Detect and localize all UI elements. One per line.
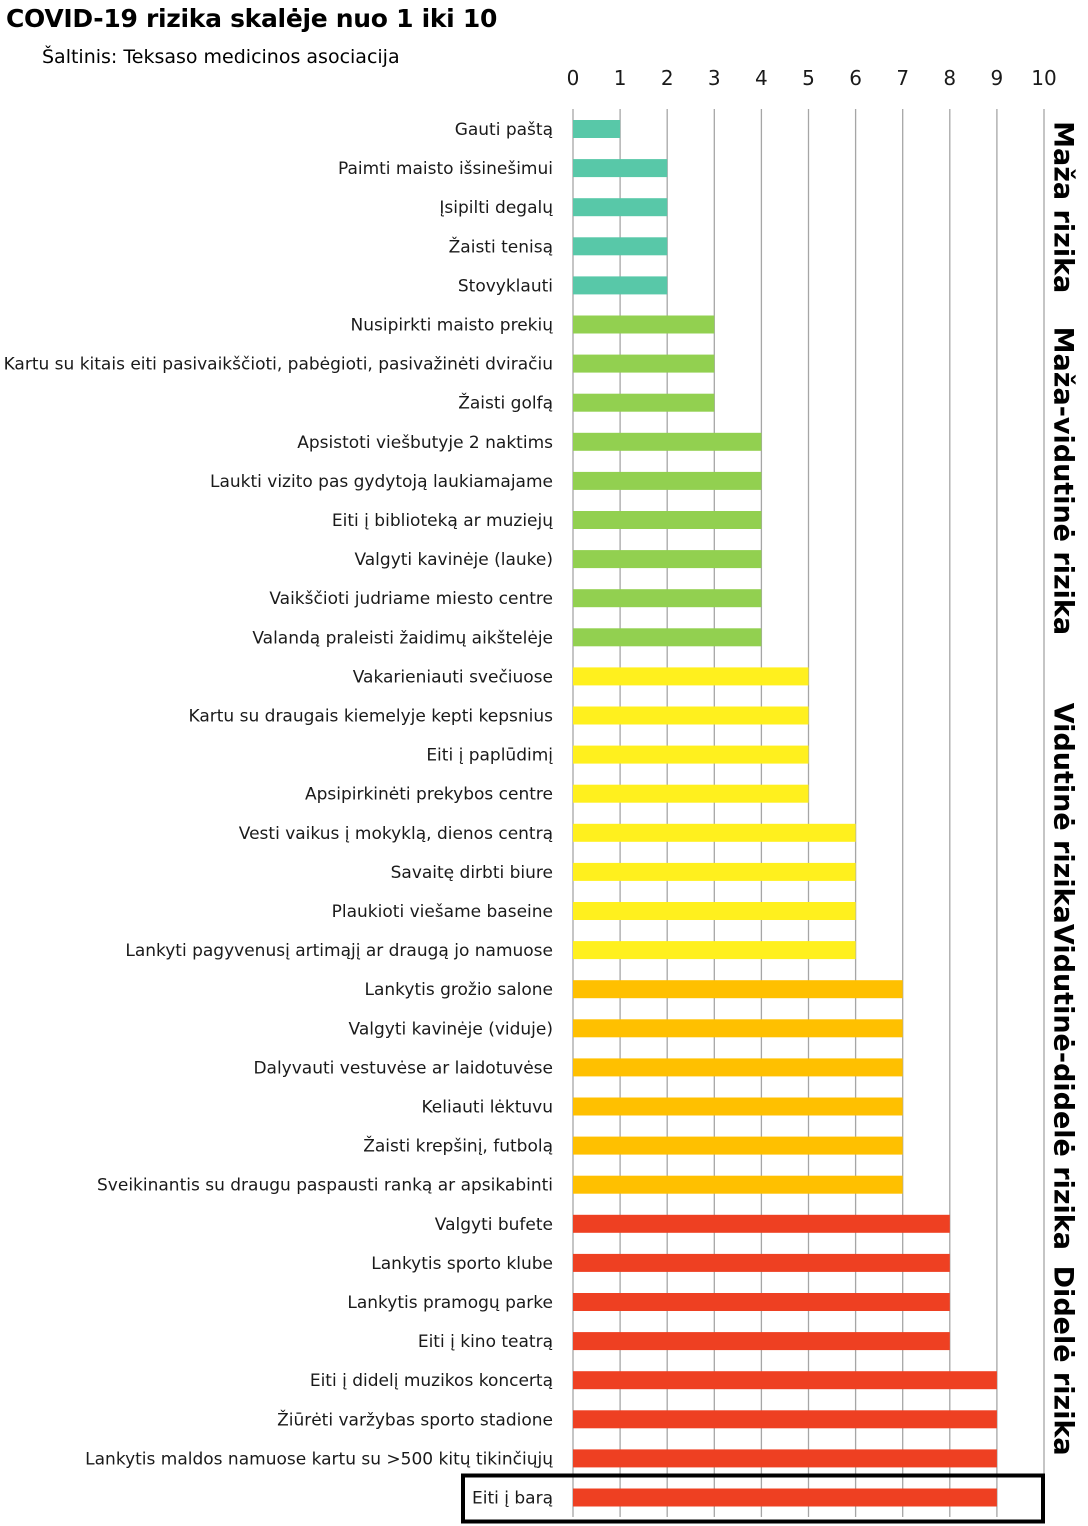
category-label: Kartu su kitais eiti pasivaikščioti, pab… [4, 355, 553, 375]
category-label: Sveikinantis su draugu paspausti ranką a… [97, 1176, 553, 1196]
category-label: Nusipirkti maisto prekių [351, 316, 554, 336]
bar [573, 1371, 997, 1390]
bar [573, 1214, 950, 1233]
category-label: Valgyti bufete [435, 1215, 553, 1235]
bar [573, 1175, 903, 1194]
bar [573, 980, 903, 999]
bar [573, 120, 621, 138]
bar [573, 471, 762, 490]
category-label: Įsipilti degalų [439, 198, 553, 218]
bar [573, 589, 762, 608]
category-label: Eiti į didelį muzikos koncertą [310, 1371, 553, 1391]
risk-group-label: Maža-vidutinė rizika [1048, 327, 1079, 635]
x-tick-label: 8 [943, 66, 956, 90]
category-label: Lankytis sporto klube [371, 1254, 553, 1274]
category-label: Stovyklauti [458, 276, 553, 296]
bar [573, 784, 809, 803]
category-label: Vesti vaikus į mokyklą, dienos centrą [239, 824, 553, 844]
bar [573, 393, 715, 412]
category-label: Žaisti krepšinį, futbolą [363, 1135, 553, 1157]
x-tick-label: 3 [708, 66, 721, 90]
x-tick-label: 1 [614, 66, 627, 90]
bar [573, 1410, 997, 1429]
category-label: Dalyvauti vestuvėse ar laidotuvėse [253, 1058, 553, 1078]
category-label: Gauti paštą [455, 120, 553, 140]
x-tick-label: 9 [991, 66, 1004, 90]
category-label: Keliauti lėktuvu [422, 1098, 554, 1118]
bar [573, 237, 668, 256]
x-tick-label: 10 [1031, 66, 1056, 90]
category-label: Valandą praleisti žaidimų aikštelėje [252, 628, 553, 648]
bar [573, 902, 856, 920]
highlight-box [461, 1473, 1045, 1524]
category-label: Valgyti kavinėje (viduje) [349, 1019, 553, 1039]
bar [573, 198, 668, 217]
bar [573, 862, 856, 881]
chart-title: COVID-19 rizika skalėje nuo 1 iki 10 [6, 4, 498, 33]
category-label: Vaikščioti judriame miesto centre [269, 589, 553, 609]
category-label: Savaitę dirbti biure [391, 863, 553, 883]
bar [573, 1449, 997, 1468]
x-tick-label: 5 [802, 66, 815, 90]
category-label: Eiti į kino teatrą [418, 1332, 553, 1352]
bar [573, 276, 668, 295]
bar [573, 941, 856, 960]
category-label: Eiti į barą [472, 1489, 553, 1509]
x-tick-label: 0 [567, 66, 580, 90]
category-label: Kartu su draugais kiemelyje kepti kepsni… [189, 707, 554, 727]
risk-group-label: Didelė rizika [1048, 1266, 1079, 1456]
bar [573, 706, 809, 725]
category-label: Plaukioti viešame baseine [332, 902, 553, 922]
risk-group-label: Maža rizika [1048, 121, 1079, 293]
category-label: Lankytis grožio salone [364, 980, 553, 1000]
bar [573, 1019, 903, 1038]
category-label: Eiti į paplūdimį [426, 746, 553, 766]
category-label: Žiūrėti varžybas sporto stadione [277, 1408, 553, 1430]
bar [573, 823, 856, 842]
bar [573, 511, 762, 529]
category-label: Laukti vizito pas gydytoją laukiamajame [210, 472, 553, 492]
risk-group-label: Vidutinė-didelė rizika [1048, 924, 1079, 1250]
category-label: Lankytis maldos namuose kartu su >500 ki… [85, 1449, 553, 1469]
category-label: Paimti maisto išsinešimui [338, 159, 553, 179]
category-label: Apsistoti viešbutyje 2 naktims [297, 433, 553, 453]
category-label: Lankyti pagyvenusį artimąjį ar draugą jo… [125, 941, 553, 961]
x-tick-label: 2 [661, 66, 674, 90]
bar [573, 1058, 903, 1077]
bar [573, 1332, 950, 1351]
bar [573, 745, 809, 764]
category-label: Vakarieniauti svečiuose [353, 667, 553, 687]
bar [573, 1097, 903, 1116]
category-label: Lankytis pramogų parke [347, 1293, 553, 1313]
bar [573, 159, 668, 178]
x-tick-label: 6 [849, 66, 862, 90]
category-label: Eiti į biblioteką ar muziejų [332, 511, 553, 531]
bar [573, 354, 715, 373]
bar [573, 1136, 903, 1155]
category-label: Apsipirkinėti prekybos centre [305, 785, 553, 805]
risk-group-label: Vidutinė rizika [1048, 703, 1079, 924]
bar [573, 1253, 950, 1272]
bar [573, 550, 762, 569]
bar [573, 667, 809, 686]
x-tick-label: 7 [896, 66, 909, 90]
bar [573, 432, 762, 451]
bar [573, 1293, 950, 1311]
chart-source: Šaltinis: Teksaso medicinos asociacija [42, 46, 400, 68]
x-tick-label: 4 [755, 66, 768, 90]
bar [573, 628, 762, 647]
category-label: Žaisti golfą [458, 392, 553, 414]
category-label: Valgyti kavinėje (lauke) [354, 550, 553, 570]
bar [573, 315, 715, 334]
category-label: Žaisti tenisą [449, 235, 553, 257]
bar [573, 1488, 997, 1507]
